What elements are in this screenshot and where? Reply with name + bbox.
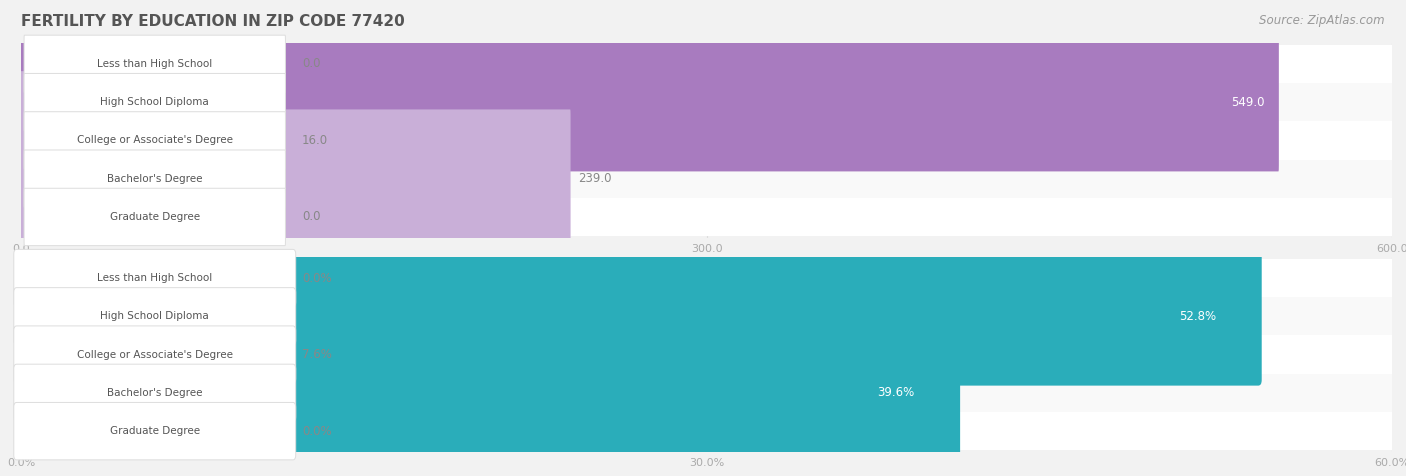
Text: 7.6%: 7.6%: [302, 348, 332, 361]
FancyBboxPatch shape: [14, 402, 295, 460]
Text: Bachelor's Degree: Bachelor's Degree: [107, 388, 202, 398]
Text: Source: ZipAtlas.com: Source: ZipAtlas.com: [1260, 14, 1385, 27]
Bar: [21, 297, 1392, 336]
Text: Bachelor's Degree: Bachelor's Degree: [107, 174, 202, 184]
Bar: [21, 374, 1392, 412]
Bar: [21, 159, 1392, 198]
Text: 16.0: 16.0: [302, 134, 328, 147]
Text: High School Diploma: High School Diploma: [100, 97, 209, 107]
Text: Less than High School: Less than High School: [97, 59, 212, 69]
Text: 0.0: 0.0: [302, 210, 321, 223]
Text: 0.0%: 0.0%: [302, 272, 332, 285]
Text: 0.0%: 0.0%: [302, 425, 332, 437]
Text: 0.0: 0.0: [302, 58, 321, 70]
FancyBboxPatch shape: [14, 364, 295, 422]
FancyBboxPatch shape: [14, 249, 295, 307]
FancyBboxPatch shape: [24, 188, 285, 246]
FancyBboxPatch shape: [0, 285, 229, 424]
Bar: [21, 412, 1392, 450]
Text: 239.0: 239.0: [578, 172, 612, 185]
Text: FERTILITY BY EDUCATION IN ZIP CODE 77420: FERTILITY BY EDUCATION IN ZIP CODE 77420: [21, 14, 405, 30]
Bar: [21, 83, 1392, 121]
Bar: [21, 45, 1392, 83]
FancyBboxPatch shape: [0, 324, 960, 462]
FancyBboxPatch shape: [0, 247, 1261, 386]
Text: College or Associate's Degree: College or Associate's Degree: [77, 349, 233, 360]
Text: Less than High School: Less than High School: [97, 273, 212, 283]
Text: Graduate Degree: Graduate Degree: [110, 212, 200, 222]
FancyBboxPatch shape: [24, 73, 285, 131]
Text: Graduate Degree: Graduate Degree: [110, 426, 200, 436]
FancyBboxPatch shape: [14, 288, 295, 345]
Bar: [21, 336, 1392, 374]
Bar: [21, 121, 1392, 159]
FancyBboxPatch shape: [18, 33, 1279, 171]
Text: College or Associate's Degree: College or Associate's Degree: [77, 135, 233, 146]
Text: 549.0: 549.0: [1230, 96, 1264, 109]
Text: 52.8%: 52.8%: [1180, 310, 1216, 323]
FancyBboxPatch shape: [24, 150, 285, 208]
Text: High School Diploma: High School Diploma: [100, 311, 209, 321]
FancyBboxPatch shape: [24, 112, 285, 169]
FancyBboxPatch shape: [18, 109, 571, 248]
FancyBboxPatch shape: [24, 35, 285, 93]
FancyBboxPatch shape: [14, 326, 295, 383]
Bar: [21, 259, 1392, 297]
Text: 39.6%: 39.6%: [877, 387, 915, 399]
FancyBboxPatch shape: [18, 71, 60, 210]
Bar: [21, 198, 1392, 236]
